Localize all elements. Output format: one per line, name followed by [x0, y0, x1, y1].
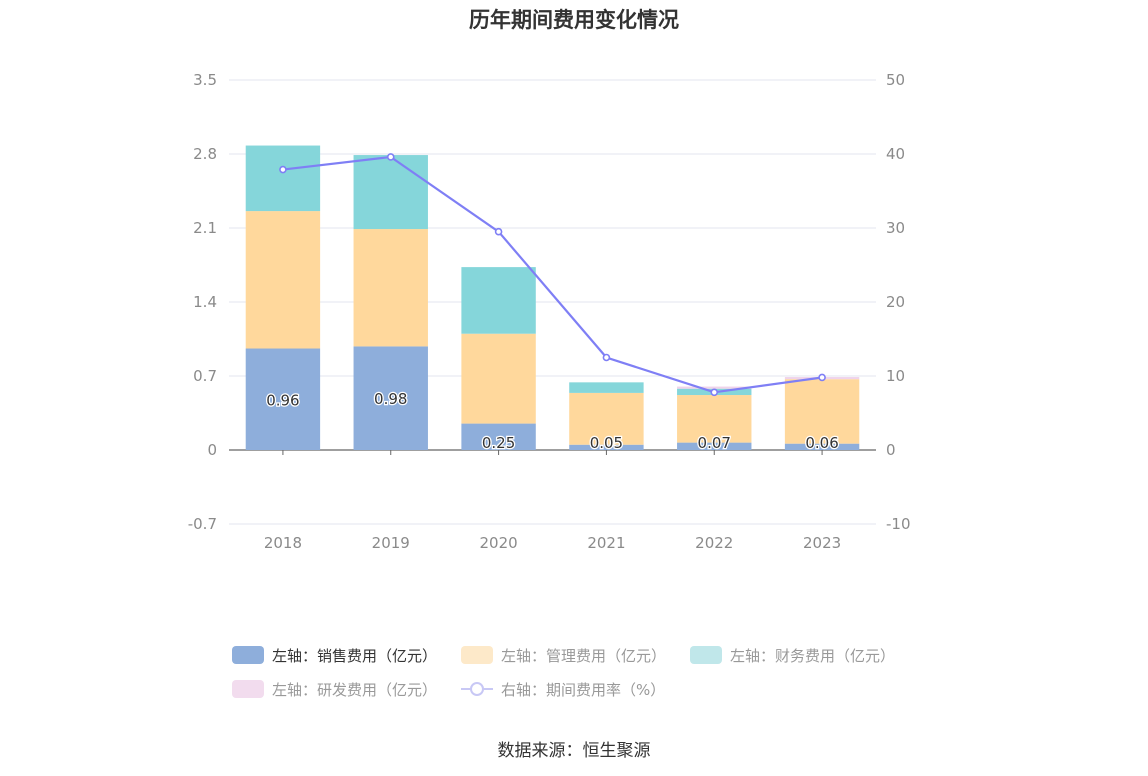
right-tick-label: 20: [886, 293, 905, 311]
x-tick-label: 2018: [264, 534, 302, 552]
bar-data-label: 0.07: [698, 434, 731, 452]
chart-title: 历年期间费用变化情况: [469, 8, 679, 32]
chart-canvas: 3.5 50 2.8 40 2.1 30 1.4 20 0.7 10 0 0 -0.7 -10 2018 20…: [188, 71, 911, 552]
x-tick-label: 2022: [695, 534, 733, 552]
legend-label-admin: 左轴：管理费用（亿元）: [501, 646, 667, 665]
bar-data-label: 0.06: [805, 434, 838, 452]
data-source: 数据来源：恒生聚源: [497, 741, 651, 761]
legend-swatch-sales: [232, 646, 264, 664]
legend-label-sales: 左轴：销售费用（亿元）: [272, 646, 438, 665]
legend-label-finance: 左轴：财务费用（亿元）: [730, 646, 896, 665]
legend-item-finance[interactable]: 左轴：财务费用（亿元）: [690, 645, 895, 666]
legend-swatch-admin: [461, 646, 494, 664]
bar-segment: [353, 346, 428, 450]
legend-swatch-rnd: [232, 680, 264, 698]
x-tick-label: 2023: [803, 534, 841, 552]
x-tick-label: 2019: [372, 534, 410, 552]
legend-item-rnd[interactable]: 左轴：研发费用（亿元）: [232, 679, 437, 700]
rate-point: [710, 388, 719, 397]
rate-point: [386, 153, 395, 161]
x-tick-label: 2021: [587, 534, 625, 552]
legend-label-rate: 右轴：期间费用率（%）: [501, 680, 666, 699]
rate-point: [494, 227, 503, 236]
bar-segment: [245, 145, 321, 212]
bar-segment: [461, 267, 536, 334]
rate-point: [602, 353, 611, 362]
left-tick-label: 0: [207, 441, 217, 459]
bar-data-label: 0.05: [590, 434, 623, 452]
bar-segment: [245, 348, 321, 450]
rate-point: [279, 165, 287, 174]
bar-segment: [569, 444, 644, 450]
legend-item-sales[interactable]: 左轴：销售费用（亿元）: [232, 645, 437, 666]
right-tick-label: 0: [886, 441, 896, 459]
rate-point: [818, 373, 826, 382]
bar-segment: [353, 229, 428, 347]
bar-segment: [677, 395, 752, 443]
bar-segment: [461, 333, 536, 424]
bar-segment: [677, 442, 752, 450]
legend-label-rnd: 左轴：研发费用（亿元）: [272, 680, 438, 699]
bar-segment: [784, 443, 860, 450]
left-tick-label: -0.7: [188, 515, 217, 533]
right-tick-label: -10: [886, 515, 911, 533]
chart-legend: 左轴：销售费用（亿元） 左轴：管理费用（亿元） 左轴：财务费用（亿元） 左轴：研…: [232, 638, 932, 706]
right-tick-label: 30: [886, 219, 905, 237]
rate-line: [282, 155, 823, 394]
bar-segment: [569, 392, 644, 445]
bar-segment: [677, 386, 752, 389]
left-tick-label: 3.5: [193, 71, 217, 89]
left-tick-label: 0.7: [193, 367, 217, 385]
bar-segment: [461, 423, 536, 450]
legend-item-admin[interactable]: 左轴：管理费用（亿元）: [461, 645, 666, 666]
bar-segment: [245, 211, 321, 349]
left-tick-label: 1.4: [193, 293, 217, 311]
right-tick-label: 50: [886, 71, 905, 89]
right-tick-label: 40: [886, 145, 905, 163]
legend-swatch-finance: [690, 646, 723, 664]
bar-data-label: 0.96: [266, 391, 299, 409]
left-tick-label: 2.8: [193, 145, 217, 163]
right-tick-label: 10: [886, 367, 905, 385]
legend-item-rate[interactable]: 右轴：期间费用率（%）: [461, 679, 665, 700]
x-tick-label: 2020: [479, 534, 517, 552]
bar-data-label: 0.25: [482, 434, 515, 452]
left-tick-label: 2.1: [193, 219, 217, 237]
bar-segment: [353, 155, 428, 230]
legend-swatch-rate: [461, 680, 494, 698]
bar-segment: [784, 379, 860, 444]
bar-data-label: 0.98: [374, 390, 407, 408]
bar-segment: [569, 382, 644, 393]
